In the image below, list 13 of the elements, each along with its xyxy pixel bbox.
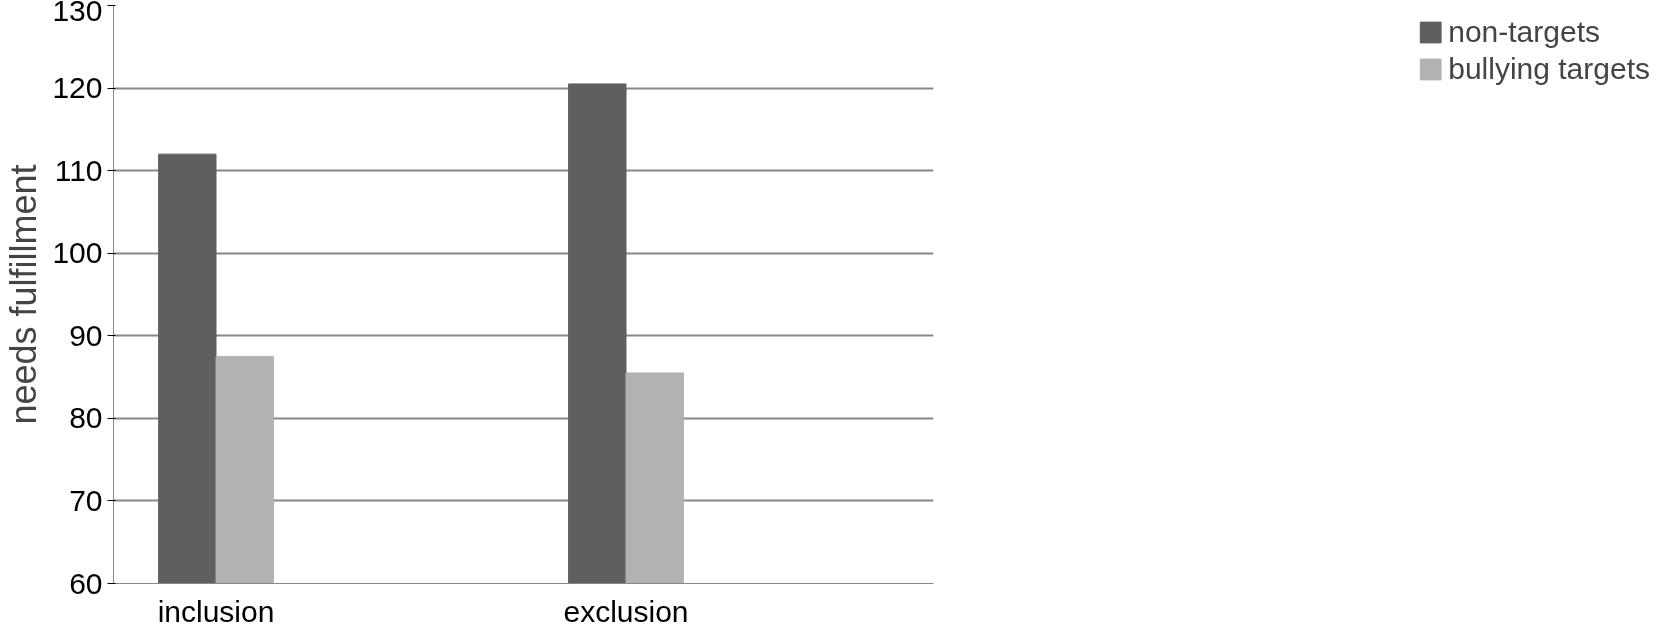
y-tick-label: 80: [69, 401, 103, 435]
y-axis-title: needs fulfillment: [3, 164, 45, 425]
y-tick-label: 60: [69, 566, 103, 600]
y-tick-label: 130: [52, 0, 103, 27]
legend-label: bullying targets: [1448, 52, 1650, 86]
x-tick-label: exclusion: [563, 594, 689, 628]
y-tick-label: 110: [54, 153, 103, 187]
legend-label: non-targets: [1448, 15, 1600, 49]
y-tick-label: 90: [69, 318, 103, 352]
y-tick-label: 70: [69, 483, 103, 517]
y-tick-label: 100: [52, 236, 103, 270]
y-tick-label: 120: [52, 71, 103, 105]
x-tick-label: inclusion: [157, 594, 275, 628]
